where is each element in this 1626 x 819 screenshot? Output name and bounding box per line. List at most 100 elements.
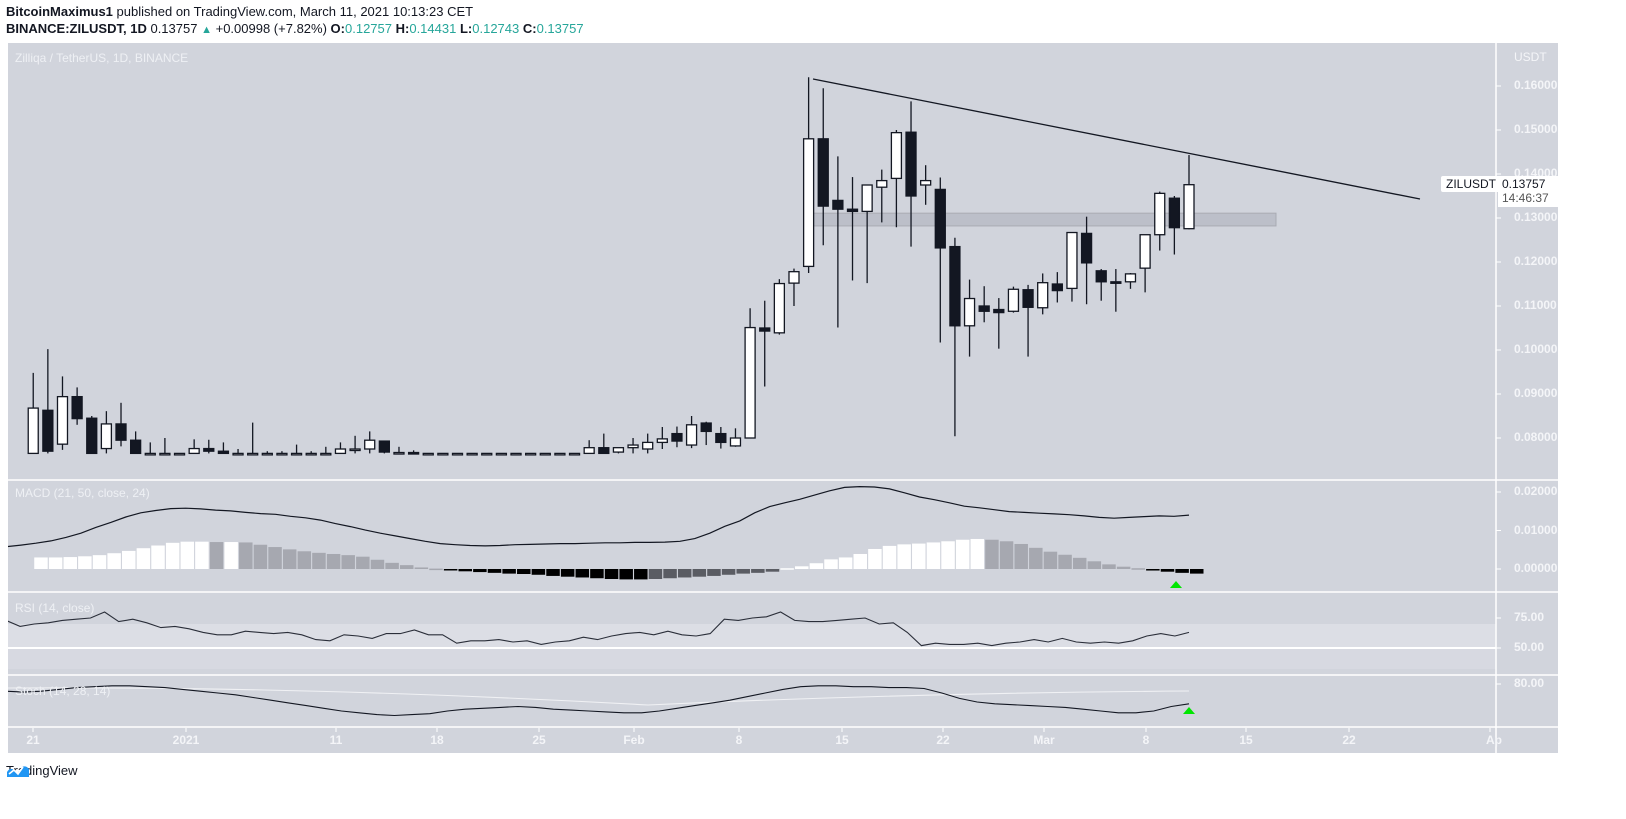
currency-label: USDT <box>1514 50 1547 64</box>
author-name[interactable]: BitcoinMaximus1 <box>6 4 113 19</box>
candle <box>232 449 244 456</box>
candle <box>861 184 873 284</box>
macd-histogram-bar <box>707 569 721 576</box>
tradingview-logo[interactable]: TradingView <box>6 763 78 778</box>
macd-histogram-bar <box>941 541 955 569</box>
candle <box>451 452 464 456</box>
price-pane[interactable] <box>27 77 1421 456</box>
time-tick-label: Feb <box>623 733 645 747</box>
macd-histogram-bar <box>1146 569 1160 571</box>
macd-histogram-bar <box>575 569 590 578</box>
candle <box>598 433 610 455</box>
candle <box>612 447 625 454</box>
macd-histogram-bar <box>1175 569 1189 573</box>
time-tick-label: 21 <box>26 733 40 747</box>
candle <box>1139 234 1151 293</box>
macd-histogram-bar <box>970 538 985 569</box>
macd-histogram-bar <box>751 569 765 573</box>
time-tick-label: 11 <box>329 733 343 747</box>
current-price-tag: 0.13757 14:46:37 <box>1498 176 1560 207</box>
macd-histogram-bar <box>1014 543 1028 569</box>
time-tick-label: 15 <box>1239 733 1253 747</box>
rsi-pane-title: RSI (14, close) <box>15 601 95 615</box>
macd-pane <box>8 485 1204 580</box>
macd-histogram-bar <box>546 569 560 576</box>
macd-histogram-bar <box>297 551 312 569</box>
candle <box>71 387 83 425</box>
macd-histogram-bar <box>253 544 268 569</box>
macd-histogram-bar <box>999 541 1014 569</box>
candle <box>56 376 69 450</box>
macd-histogram-bar <box>560 569 575 577</box>
candle <box>378 440 391 454</box>
time-tick-label: 22 <box>1342 733 1356 747</box>
macd-histogram-bar <box>897 544 911 569</box>
candle <box>583 440 595 455</box>
candle <box>685 416 698 449</box>
macd-histogram-bar <box>692 569 707 577</box>
macd-histogram-bar <box>34 557 48 569</box>
macd-histogram-bar <box>370 559 385 569</box>
low-label: L: <box>459 21 473 36</box>
current-price-value: 0.13757 <box>1502 177 1546 191</box>
last-price: 0.13757 <box>150 21 198 36</box>
macd-histogram-bar <box>151 545 165 569</box>
candle <box>525 452 537 456</box>
candle <box>466 452 478 456</box>
candle <box>1051 272 1063 303</box>
macd-histogram-bar <box>838 557 853 569</box>
time-tick-label: 8 <box>1142 733 1150 747</box>
candle <box>1110 269 1122 312</box>
macd-histogram-bar <box>868 548 882 569</box>
candle <box>247 422 259 456</box>
candle <box>627 438 639 454</box>
candle <box>86 416 98 455</box>
candle <box>905 101 917 247</box>
candle <box>129 431 142 455</box>
time-tick-label: 8 <box>735 733 743 747</box>
open-value: 0.12757 <box>345 21 392 36</box>
tradingview-logo-icon <box>7 766 29 777</box>
macd-histogram-bar <box>385 562 399 569</box>
candle <box>832 156 844 328</box>
time-tick-label: Mar <box>1033 733 1055 747</box>
macd-histogram-bar <box>912 543 926 569</box>
macd-histogram-bar <box>985 539 999 569</box>
horizontal-zone[interactable] <box>812 212 1277 227</box>
macd-histogram-bar <box>239 542 253 569</box>
macd-histogram-bar <box>926 542 941 569</box>
macd-histogram-bar <box>1131 568 1145 570</box>
candle <box>481 452 493 456</box>
macd-bullish-signal-icon <box>1170 581 1182 588</box>
candle <box>1022 284 1034 357</box>
candle <box>890 130 903 228</box>
macd-histogram-bar <box>502 569 516 574</box>
macd-histogram-bar <box>1087 561 1102 569</box>
candle <box>393 446 405 455</box>
candle <box>1080 216 1093 305</box>
candle <box>539 452 551 456</box>
macd-histogram-bar <box>590 569 604 579</box>
macd-histogram-bar <box>794 566 809 569</box>
candle <box>920 165 932 205</box>
stoch-k-line <box>8 685 1190 717</box>
chart-container[interactable]: Zilliqa / TetherUS, 1D, BINANCE MACD (21… <box>8 43 1558 753</box>
macd-histogram-bar <box>414 567 429 569</box>
chart-canvas[interactable] <box>8 43 1558 753</box>
close-label: C: <box>522 21 537 36</box>
candle <box>495 452 508 456</box>
macd-pane-title: MACD (21, 50, close, 24) <box>15 486 150 500</box>
macd-histogram-bar <box>517 569 531 575</box>
macd-histogram-bar <box>531 569 546 575</box>
macd-histogram-bar <box>443 569 458 571</box>
candle <box>100 411 113 454</box>
candle <box>422 452 434 456</box>
descending-trendline[interactable] <box>812 78 1421 200</box>
macd-histogram-bar <box>92 555 107 569</box>
candle <box>817 88 829 246</box>
candle <box>978 286 990 323</box>
macd-histogram-bar <box>48 557 63 569</box>
macd-histogram-bar <box>356 556 370 569</box>
rsi-lower-band <box>8 648 1496 669</box>
candle <box>115 402 127 447</box>
